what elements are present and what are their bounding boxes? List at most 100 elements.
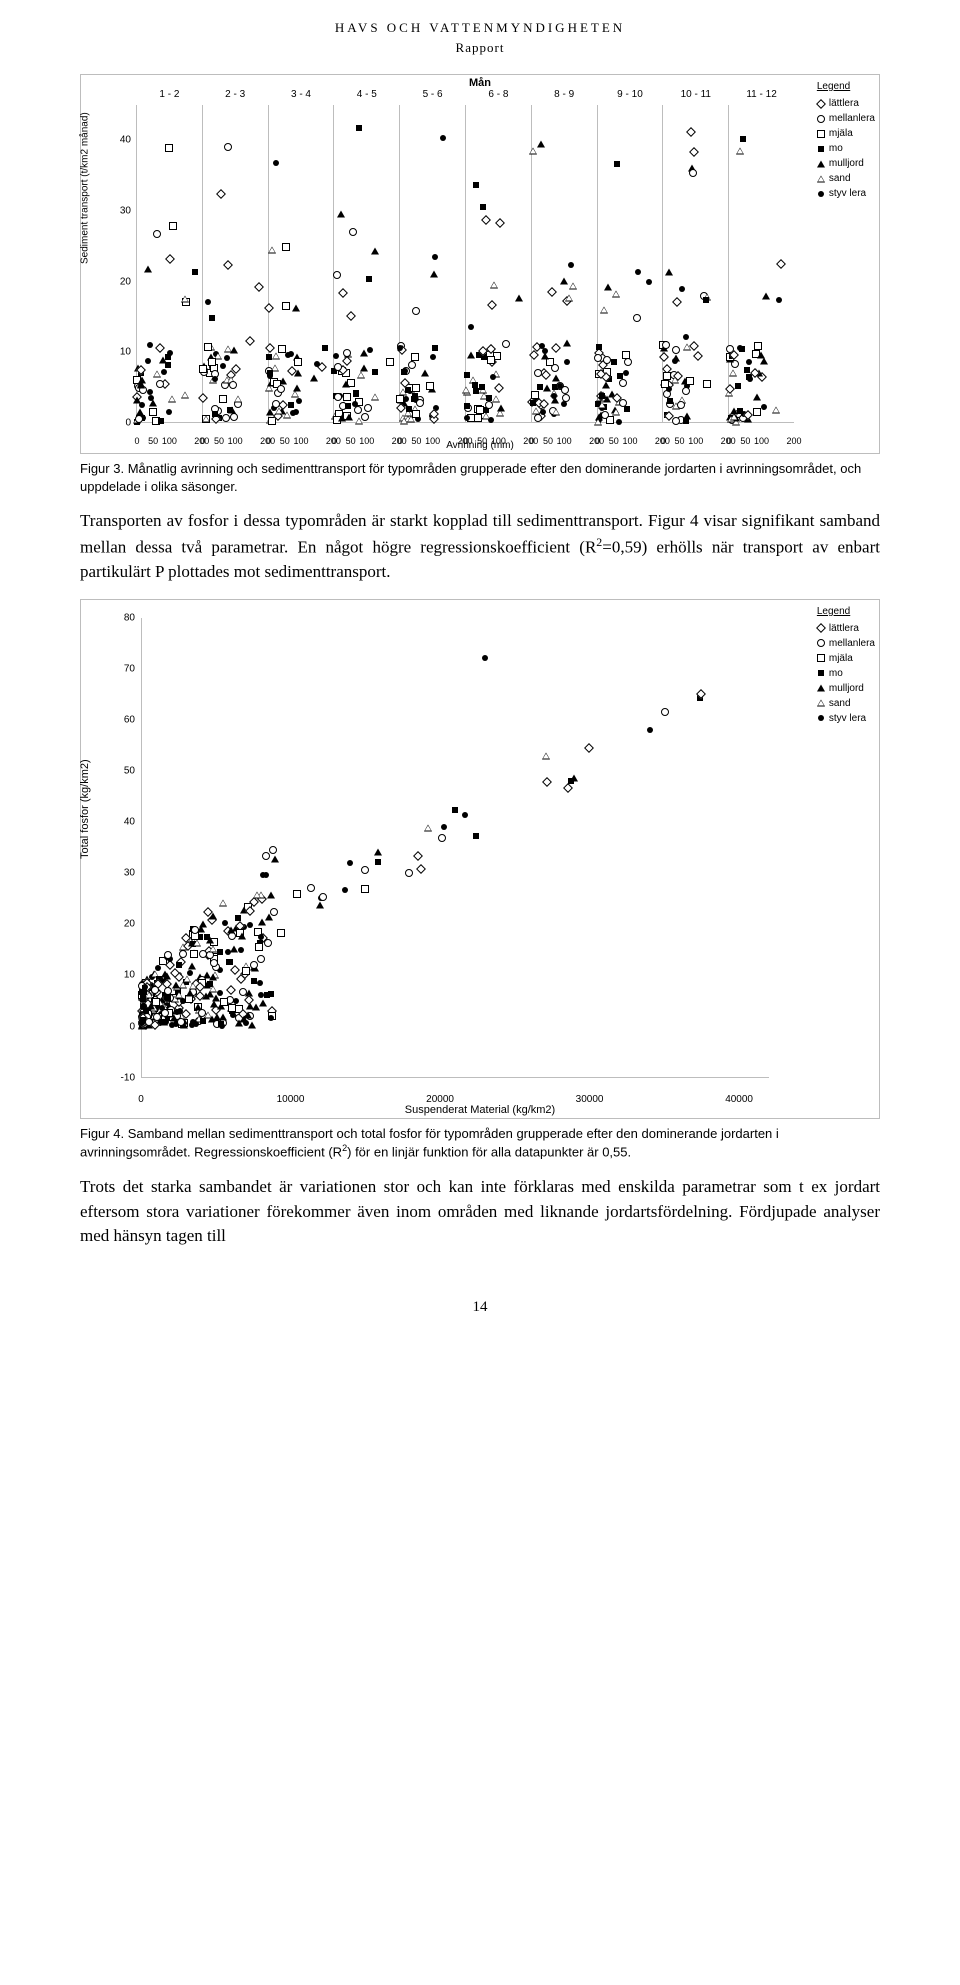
data-point [222, 414, 230, 422]
xtick-label: 0 [332, 436, 337, 446]
data-point [777, 259, 787, 269]
data-point [160, 1019, 166, 1025]
data-point [292, 305, 300, 312]
xtick-label: 50 [609, 436, 619, 446]
paragraph-2: Trots det starka sambandet är variatione… [80, 1175, 880, 1249]
data-point [188, 963, 196, 970]
data-point [226, 985, 236, 995]
data-point [405, 869, 413, 877]
data-point [497, 405, 505, 412]
data-point [267, 370, 273, 376]
data-point [222, 920, 228, 926]
data-point [294, 358, 302, 366]
data-point [269, 846, 277, 854]
panel-label: 4 - 5 [357, 89, 377, 100]
xtick-label: 100 [557, 436, 572, 446]
data-point [679, 286, 685, 292]
data-point [614, 161, 620, 167]
data-point [177, 1018, 185, 1026]
xtick-label: 20000 [426, 1094, 454, 1105]
data-point [213, 1013, 221, 1020]
data-point [346, 311, 356, 321]
data-point [258, 992, 264, 998]
data-point [361, 413, 369, 421]
ytick-label: 60 [124, 714, 135, 725]
data-point [480, 204, 486, 210]
data-point [266, 354, 272, 360]
data-point [356, 125, 362, 131]
page-number: 14 [80, 1299, 880, 1316]
data-point [683, 418, 689, 424]
data-point [619, 399, 627, 407]
data-point [209, 974, 217, 981]
chart2-yticks: -1001020304050607080 [109, 618, 137, 1078]
data-point [729, 370, 737, 377]
data-point [452, 807, 458, 813]
data-point [247, 922, 253, 928]
xtick-label: 50 [346, 436, 356, 446]
figure-4-caption: Figur 4. Samband mellan sedimenttranspor… [80, 1125, 880, 1161]
panel-label: 3 - 4 [291, 89, 311, 100]
legend-label: sand [829, 171, 851, 186]
data-point [540, 409, 546, 415]
data-point [568, 262, 574, 268]
data-point [693, 351, 703, 361]
data-point [268, 247, 276, 254]
data-point [462, 386, 470, 393]
data-point [547, 287, 557, 297]
data-point [164, 987, 172, 995]
data-point [568, 778, 574, 784]
data-point [735, 383, 741, 389]
data-point [288, 402, 294, 408]
ytick-label: 10 [124, 970, 135, 981]
data-point [472, 382, 478, 388]
data-point [371, 393, 379, 400]
data-point [230, 346, 238, 353]
xtick-label: 0 [595, 436, 600, 446]
data-point [255, 943, 263, 951]
data-point [245, 906, 255, 916]
data-point [598, 402, 606, 409]
data-point [776, 297, 782, 303]
data-point [176, 962, 182, 968]
xtick-label: 100 [162, 436, 177, 446]
data-point [153, 370, 161, 377]
data-point [611, 359, 617, 365]
data-point [141, 1003, 147, 1009]
xtick-label: 50 [148, 436, 158, 446]
data-point [647, 727, 653, 733]
data-point [234, 396, 242, 403]
data-point [210, 959, 218, 967]
chart1-panel: 5 - 6050100200 [399, 105, 465, 423]
data-point [667, 398, 673, 404]
xtick-label: 200 [786, 436, 801, 446]
legend-item: mellanlera [817, 636, 875, 651]
data-point [165, 354, 171, 360]
data-point [492, 396, 500, 403]
data-point [347, 860, 353, 866]
data-point [209, 986, 217, 993]
data-point [307, 884, 315, 892]
data-point [473, 833, 479, 839]
data-point [219, 900, 227, 907]
data-point [168, 395, 176, 402]
data-point [293, 890, 301, 898]
xtick-label: 0 [134, 436, 139, 446]
data-point [208, 358, 216, 366]
data-point [534, 414, 542, 422]
data-point [193, 940, 201, 947]
data-point [515, 294, 523, 301]
data-point [165, 254, 175, 264]
data-point [149, 408, 157, 416]
xtick-label: 50 [675, 436, 685, 446]
data-point [662, 341, 670, 349]
chart2-plot-area [141, 618, 769, 1078]
chart2-xlabel: Suspenderat Material (kg/km2) [405, 1104, 555, 1116]
data-point [212, 994, 220, 1001]
data-point [262, 852, 270, 860]
data-point [646, 279, 652, 285]
data-point [345, 403, 351, 409]
data-point [230, 1012, 236, 1018]
data-point [191, 926, 199, 934]
data-point [156, 380, 164, 388]
